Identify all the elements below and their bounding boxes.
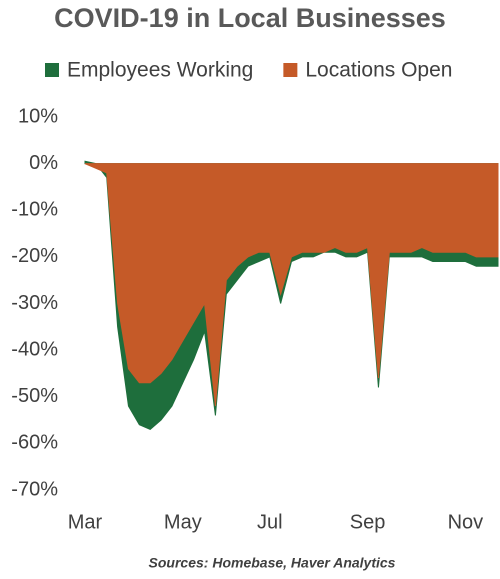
y-tick-label: -20% bbox=[11, 245, 58, 267]
legend-swatch bbox=[45, 63, 59, 77]
legend-swatch bbox=[283, 63, 298, 77]
y-tick-label: -10% bbox=[11, 199, 58, 221]
area bbox=[84, 163, 499, 407]
x-tick-label: May bbox=[164, 511, 202, 533]
y-tick-label: -70% bbox=[11, 478, 58, 500]
legend-label: Locations Open bbox=[305, 59, 452, 82]
y-tick-label: -50% bbox=[11, 385, 58, 407]
x-tick-label: Mar bbox=[68, 511, 103, 533]
legend-label: Employees Working bbox=[67, 59, 253, 82]
y-tick-label: 10% bbox=[18, 105, 58, 127]
y-tick-label: 0% bbox=[29, 152, 58, 174]
y-tick-label: -60% bbox=[11, 432, 58, 454]
y-tick-label: -30% bbox=[11, 292, 58, 314]
x-tick-label: Sep bbox=[350, 511, 386, 533]
x-tick-label: Nov bbox=[448, 511, 484, 533]
chart-title: COVID-19 in Local Businesses bbox=[54, 3, 446, 33]
source-note: Sources: Homebase, Haver Analytics bbox=[149, 555, 396, 571]
x-tick-label: Jul bbox=[257, 511, 283, 533]
y-tick-label: -40% bbox=[11, 338, 58, 360]
